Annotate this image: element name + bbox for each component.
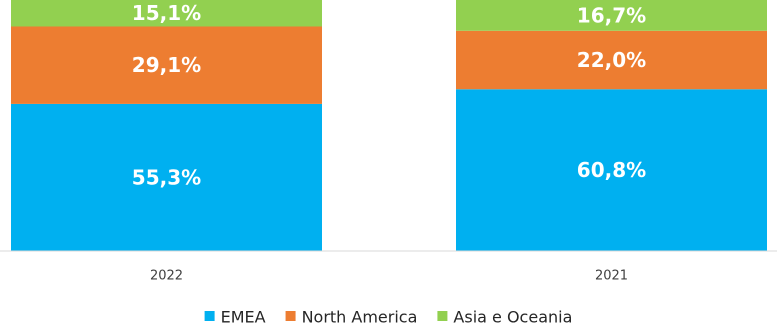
bar-emea-2021: [456, 89, 767, 251]
data-label-emea-2021: 60,8%: [577, 158, 646, 182]
bar-asia-e-oceania-2022: [11, 0, 322, 27]
data-label-north-america-2021: 22,0%: [577, 48, 646, 72]
bar-asia-e-oceania-2021: [456, 0, 767, 31]
legend-swatch-asia-e-oceania: [437, 311, 448, 321]
legend-swatch-north-america: [285, 311, 296, 321]
data-label-north-america-2022: 29,1%: [132, 53, 201, 77]
legend: EMEA North America Asia e Oceania: [204, 308, 572, 325]
bar-north-america-2022: [11, 26, 322, 104]
legend-label-north-america: North America: [302, 308, 418, 325]
data-label-asia-e-oceania-2022: 15,1%: [132, 1, 201, 25]
bar-north-america-2021: [456, 30, 767, 90]
data-label-emea-2022: 55,3%: [132, 165, 201, 189]
data-labels-layer: 55,3% 29,1% 15,1% 60,8% 22,0% 16,7%: [132, 1, 646, 189]
legend-swatch-emea: [204, 311, 215, 321]
category-labels-layer: 2022 2021: [150, 269, 628, 284]
category-label-2021: 2021: [595, 269, 628, 284]
bars-layer: [11, 0, 767, 251]
bar-emea-2022: [11, 103, 322, 251]
category-label-2022: 2022: [150, 269, 183, 284]
legend-label-emea: EMEA: [221, 308, 266, 325]
legend-label-asia-e-oceania: Asia e Oceania: [453, 308, 572, 325]
data-label-asia-e-oceania-2021: 16,7%: [577, 3, 646, 27]
